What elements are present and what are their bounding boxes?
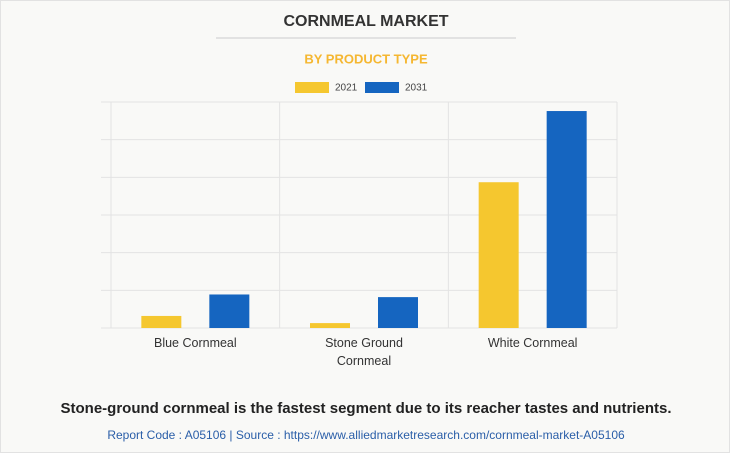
bar bbox=[209, 294, 250, 328]
chart-title: CORNMEAL MARKET bbox=[283, 13, 448, 30]
bar bbox=[378, 297, 418, 328]
legend-swatch bbox=[365, 82, 399, 93]
source: Report Code : A05106 | Source : https://… bbox=[107, 428, 625, 442]
bar bbox=[141, 315, 182, 328]
legend-swatch bbox=[295, 82, 329, 93]
x-tick-label: Stone Ground Cornmeal bbox=[325, 336, 403, 368]
bar bbox=[478, 182, 519, 328]
x-tick-label: White Cornmeal bbox=[487, 336, 578, 350]
caption: Stone-ground cornmeal is the fastest seg… bbox=[61, 400, 672, 417]
legend-label: 2021 bbox=[335, 83, 358, 94]
legend-label: 2031 bbox=[405, 83, 428, 94]
chart-subtitle: BY PRODUCT TYPE bbox=[304, 51, 428, 66]
x-tick-label: Blue Cornmeal bbox=[153, 336, 237, 350]
bar bbox=[546, 111, 587, 328]
bar bbox=[310, 323, 350, 328]
